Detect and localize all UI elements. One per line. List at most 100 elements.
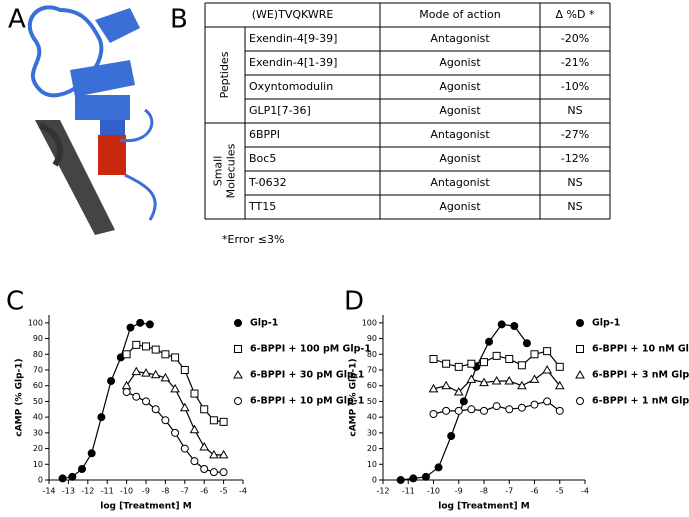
cell: Antagonist bbox=[430, 32, 490, 45]
marker bbox=[190, 389, 199, 398]
cell: -21% bbox=[561, 56, 589, 69]
x-tick-label: -10 bbox=[427, 487, 440, 496]
marker bbox=[576, 319, 584, 327]
y-tick-label: 0 bbox=[38, 476, 43, 485]
marker bbox=[453, 386, 464, 396]
group-label: Peptides bbox=[218, 51, 231, 98]
marker bbox=[575, 369, 585, 379]
marker bbox=[77, 465, 86, 473]
cell: Agonist bbox=[439, 56, 481, 69]
cell: TT15 bbox=[248, 200, 276, 213]
marker bbox=[161, 416, 170, 425]
cell: -27% bbox=[561, 128, 589, 141]
x-tick-label: -9 bbox=[455, 487, 463, 496]
cell: -12% bbox=[561, 152, 589, 165]
cell: NS bbox=[567, 200, 582, 213]
cell: -10% bbox=[561, 80, 589, 93]
marker bbox=[480, 358, 488, 367]
marker bbox=[466, 374, 477, 383]
x-tick-label: -11 bbox=[402, 487, 415, 496]
marker bbox=[504, 375, 515, 385]
x-tick-label: -5 bbox=[556, 487, 564, 496]
marker bbox=[151, 345, 160, 354]
y-tick-label: 0 bbox=[372, 476, 377, 485]
marker bbox=[234, 319, 242, 327]
marker bbox=[136, 318, 145, 327]
marker bbox=[429, 355, 438, 363]
marker bbox=[219, 468, 228, 477]
y-tick-label: 100 bbox=[28, 318, 43, 327]
marker bbox=[131, 366, 142, 376]
marker bbox=[467, 405, 476, 414]
x-tick-label: -8 bbox=[480, 487, 488, 496]
y-tick-label: 60 bbox=[33, 381, 43, 390]
marker bbox=[179, 402, 190, 412]
group-label: Small bbox=[212, 156, 225, 187]
cell: Agonist bbox=[439, 152, 481, 165]
marker bbox=[441, 380, 451, 390]
legend-label: Glp-1 bbox=[250, 318, 278, 329]
y-tick-label: 60 bbox=[367, 381, 377, 390]
x-tick-label: -14 bbox=[42, 487, 55, 496]
marker bbox=[396, 476, 405, 484]
marker bbox=[555, 406, 564, 415]
y-tick-label: 10 bbox=[367, 460, 377, 469]
marker bbox=[145, 320, 154, 329]
x-tick-label: -13 bbox=[62, 487, 75, 496]
y-tick-label: 40 bbox=[33, 413, 43, 422]
cell: Exendin-4[1-39] bbox=[249, 56, 337, 69]
marker bbox=[517, 361, 526, 370]
legend-label: 6-BPPI + 10 nM Glp-1 bbox=[592, 344, 689, 355]
y-tick-label: 30 bbox=[33, 428, 43, 437]
cell: NS bbox=[567, 176, 582, 189]
marker bbox=[132, 392, 141, 401]
header-cell: (WE)TVQKWRE bbox=[252, 8, 334, 21]
x-tick-label: -7 bbox=[181, 487, 189, 496]
x-tick-label: -10 bbox=[120, 487, 133, 496]
series-line bbox=[62, 322, 150, 480]
y-tick-label: 10 bbox=[33, 460, 43, 469]
marker bbox=[234, 345, 242, 353]
marker bbox=[107, 377, 116, 385]
x-tick-label: -5 bbox=[220, 487, 228, 496]
marker bbox=[233, 369, 243, 379]
marker bbox=[142, 342, 150, 351]
marker bbox=[180, 444, 189, 453]
marker bbox=[161, 350, 170, 359]
cell: 6BPPI bbox=[249, 128, 280, 141]
cell: NS bbox=[567, 104, 582, 117]
y-tick-label: 70 bbox=[367, 366, 377, 375]
marker bbox=[576, 397, 584, 405]
marker bbox=[543, 397, 552, 406]
marker bbox=[171, 428, 180, 437]
marker bbox=[447, 432, 456, 440]
y-axis-label: cAMP (% Glp-1) bbox=[349, 358, 359, 436]
marker bbox=[543, 347, 552, 356]
y-tick-label: 90 bbox=[33, 334, 43, 343]
marker bbox=[209, 468, 218, 477]
marker bbox=[200, 465, 209, 473]
marker bbox=[497, 320, 506, 329]
marker bbox=[542, 364, 552, 374]
marker bbox=[530, 350, 539, 359]
y-tick-label: 70 bbox=[33, 366, 43, 375]
marker bbox=[200, 405, 209, 414]
y-tick-label: 40 bbox=[367, 413, 377, 422]
marker bbox=[141, 368, 151, 377]
marker bbox=[442, 406, 451, 415]
marker bbox=[218, 449, 229, 459]
cell: Antagonist bbox=[430, 176, 490, 189]
marker bbox=[428, 383, 439, 393]
footnote: *Error ≤3% bbox=[222, 233, 284, 246]
panel-label: B bbox=[170, 5, 188, 35]
marker bbox=[170, 383, 180, 393]
marker bbox=[219, 417, 228, 426]
y-tick-label: 30 bbox=[367, 428, 377, 437]
panel-label: D bbox=[344, 287, 364, 317]
marker bbox=[485, 337, 494, 346]
marker bbox=[491, 375, 502, 385]
marker bbox=[199, 441, 210, 451]
marker bbox=[459, 397, 468, 406]
marker bbox=[505, 355, 514, 363]
cell: Agonist bbox=[439, 80, 481, 93]
